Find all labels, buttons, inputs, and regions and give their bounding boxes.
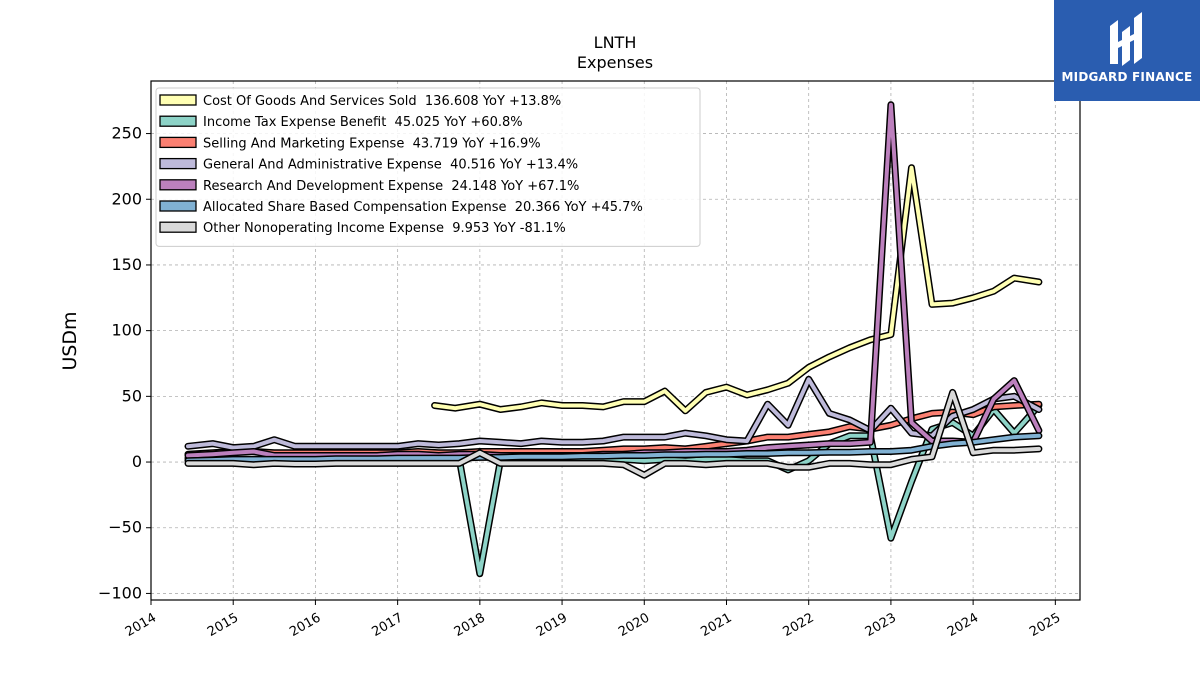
midgard-logo-icon xyxy=(1110,12,1142,66)
series-line-0 xyxy=(431,164,1043,415)
chart-subtitle: Expenses xyxy=(577,53,653,72)
legend-swatch xyxy=(159,115,197,127)
y-tick-label: 50 xyxy=(122,386,142,405)
legend-entry-label: Cost Of Goods And Services Sold 136.608 … xyxy=(203,94,561,109)
plot-area-frame xyxy=(150,80,1081,601)
y-tick-label: −100 xyxy=(98,583,142,602)
x-tick-label: 2021 xyxy=(698,610,734,640)
x-tick-label: 2023 xyxy=(863,610,899,640)
brand-logo: MIDGARD FINANCE xyxy=(1054,0,1200,101)
series-lines xyxy=(184,101,1043,578)
x-tick-label: 2024 xyxy=(945,610,981,640)
series-line-6 xyxy=(184,388,1043,479)
y-tick-label: 150 xyxy=(111,255,142,274)
legend-swatch xyxy=(159,179,197,191)
x-tick-label: 2019 xyxy=(534,610,570,640)
y-axis-label: USDm xyxy=(59,311,81,370)
x-tick-label: 2015 xyxy=(205,610,241,640)
legend-entry-label: General And Administrative Expense 40.51… xyxy=(203,158,578,173)
series-line-5 xyxy=(184,432,1043,465)
x-tick-label: 2016 xyxy=(287,610,323,640)
series-stroke xyxy=(186,377,1041,450)
x-tick-label: 2014 xyxy=(123,610,159,640)
series-stroke xyxy=(186,433,1041,463)
x-tick-label: 2025 xyxy=(1027,610,1063,640)
brand-logo-text: MIDGARD FINANCE xyxy=(1061,70,1193,84)
x-tick-label: 2017 xyxy=(369,610,405,640)
legend-entry-label: Allocated Share Based Compensation Expen… xyxy=(203,200,643,215)
series-stroke xyxy=(432,165,1041,413)
legend-swatch xyxy=(159,157,197,170)
legend-box xyxy=(155,87,701,247)
x-tick-label: 2018 xyxy=(452,610,488,640)
x-tick-label: 2020 xyxy=(616,610,652,640)
y-tick-label: 200 xyxy=(111,189,142,208)
legend-entry-label: Income Tax Expense Benefit 45.025 YoY +6… xyxy=(203,115,523,130)
legend-swatch xyxy=(159,94,197,106)
y-tick-label: 250 xyxy=(111,124,142,143)
legend-swatch xyxy=(159,136,197,149)
legend: Cost Of Goods And Services Sold 136.608 … xyxy=(155,87,701,247)
legend-entry-label: Other Nonoperating Income Expense 9.953 … xyxy=(203,221,566,236)
legend-entry-label: Research And Development Expense 24.148 … xyxy=(203,179,579,194)
series-line-3 xyxy=(184,375,1043,452)
chart-title: LNTH xyxy=(594,33,637,52)
y-tick-label: −50 xyxy=(108,518,142,537)
y-tick-label: 0 xyxy=(132,452,142,471)
y-tick-label: 100 xyxy=(111,321,142,340)
legend-swatch xyxy=(159,200,197,212)
x-tick-label: 2022 xyxy=(781,610,817,640)
legend-swatch xyxy=(159,221,197,233)
series-stroke xyxy=(186,390,1041,478)
legend-entry-label: Selling And Marketing Expense 43.719 YoY… xyxy=(203,136,541,151)
